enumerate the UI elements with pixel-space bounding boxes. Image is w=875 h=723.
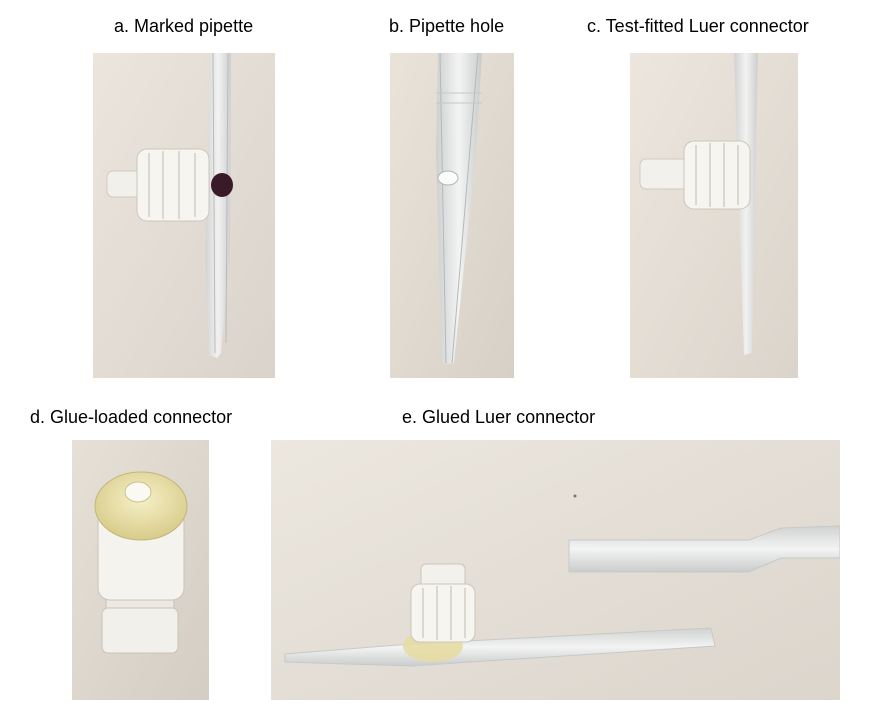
caption-c: c. Test-fitted Luer connector [587,16,809,36]
photo-pipette-hole [390,53,514,378]
caption-a: a. Marked pipette [114,16,254,36]
photo-marked-pipette [93,53,275,378]
photo-test-fitted-connector [630,53,798,378]
caption-d: d. Glue-loaded connector [30,407,233,427]
photo-glue-loaded-connector [72,440,209,700]
caption-b: b. Pipette hole [389,16,505,36]
caption-e: e. Glued Luer connector [402,407,596,427]
photo-glued-connector [271,440,840,700]
